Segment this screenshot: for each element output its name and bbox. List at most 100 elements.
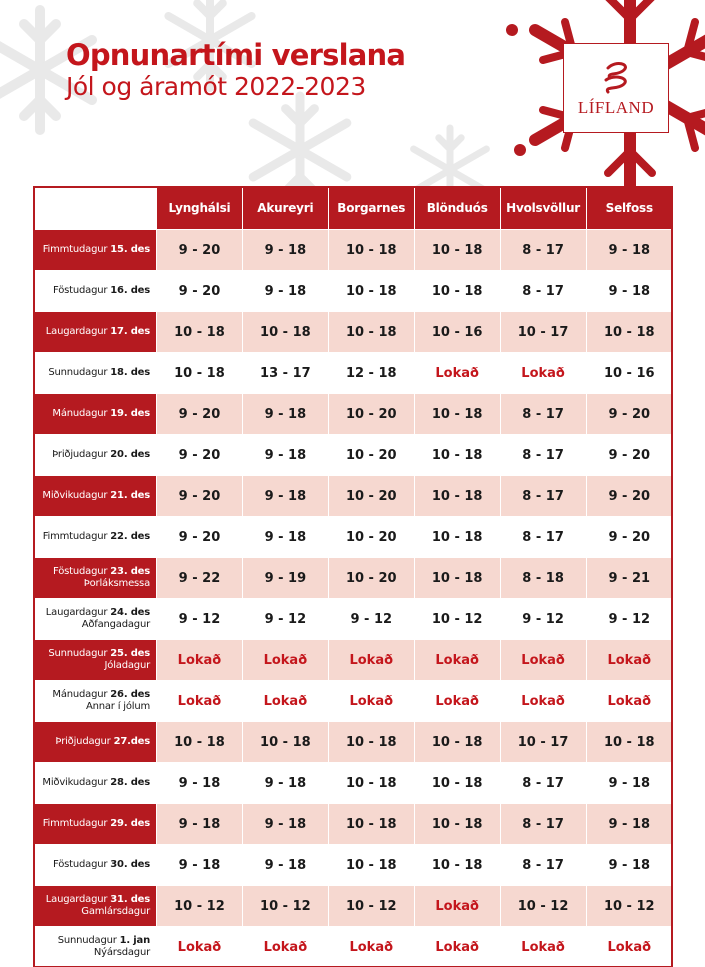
hours-cell: 10 - 12 <box>157 886 243 927</box>
holiday-note: Aðfangadagur <box>35 619 150 631</box>
hours-cell: 10 - 18 <box>328 804 414 845</box>
hours-cell: 10 - 18 <box>414 435 500 476</box>
weekday-label: Fimmtudagur <box>43 244 108 255</box>
date-label: 29. des <box>110 818 150 829</box>
hours-cell: 9 - 18 <box>242 394 328 435</box>
hours-cell: 9 - 18 <box>242 763 328 804</box>
weekday-label: Miðvikudagur <box>42 490 107 501</box>
column-header: Selfoss <box>586 187 672 230</box>
hours-cell: Lokað <box>328 640 414 681</box>
weekday-label: Föstudagur <box>53 859 107 870</box>
weekday-label: Þriðjudagur <box>55 736 110 747</box>
date-label: 27.des <box>114 736 150 747</box>
day-label-cell: Fimmtudagur 29. des <box>35 804 157 845</box>
hours-cell: Lokað <box>500 640 586 681</box>
lifland-swirl-logo-icon <box>598 58 636 96</box>
hours-cell: 10 - 18 <box>157 353 243 394</box>
weekday-label: Laugardagur <box>46 607 108 618</box>
day-label-cell: Þriðjudagur 20. des <box>35 435 157 476</box>
hours-cell: 10 - 18 <box>157 312 243 353</box>
hours-cell: Lokað <box>414 927 500 967</box>
table-corner <box>35 187 157 230</box>
date-label: 26. des <box>110 689 150 700</box>
hours-cell: 13 - 17 <box>242 353 328 394</box>
hours-cell: Lokað <box>500 927 586 967</box>
hours-cell: 10 - 18 <box>414 517 500 558</box>
hours-cell: 10 - 18 <box>414 722 500 763</box>
hours-cell: 10 - 12 <box>500 886 586 927</box>
date-label: 18. des <box>110 367 150 378</box>
hours-cell: Lokað <box>328 927 414 967</box>
hours-cell: Lokað <box>157 640 243 681</box>
date-label: 17. des <box>110 326 150 337</box>
hours-cell: Lokað <box>500 681 586 722</box>
page-subtitle: Jól og áramót 2022-2023 <box>66 72 405 102</box>
hours-cell: Lokað <box>328 681 414 722</box>
hours-cell: 9 - 20 <box>157 394 243 435</box>
day-label-cell: Þriðjudagur 27.des <box>35 722 157 763</box>
hours-cell: 10 - 20 <box>328 517 414 558</box>
holiday-note: Jóladagur <box>35 660 150 672</box>
page-title: Opnunartími verslana <box>66 38 405 72</box>
hours-cell: 8 - 17 <box>500 230 586 271</box>
opening-hours-table: Lynghálsi Akureyri Borgarnes Blönduós Hv… <box>34 187 672 967</box>
day-label-cell: Fimmtudagur 15. des <box>35 230 157 271</box>
weekday-label: Föstudagur <box>53 285 107 296</box>
hours-cell: 9 - 21 <box>586 558 672 599</box>
hours-cell: 8 - 17 <box>500 394 586 435</box>
day-label-cell: Miðvikudagur 21. des <box>35 476 157 517</box>
weekday-label: Laugardagur <box>46 326 108 337</box>
hours-cell: 10 - 18 <box>414 845 500 886</box>
weekday-label: Föstudagur <box>53 566 107 577</box>
weekday-label: Fimmtudagur <box>43 818 108 829</box>
date-label: 16. des <box>110 285 150 296</box>
hours-cell: 10 - 18 <box>586 312 672 353</box>
hours-cell: 9 - 20 <box>586 476 672 517</box>
day-label-cell: Miðvikudagur 28. des <box>35 763 157 804</box>
hours-cell: 10 - 18 <box>414 230 500 271</box>
hours-cell: 9 - 18 <box>157 804 243 845</box>
hours-cell: 9 - 18 <box>157 763 243 804</box>
hours-cell: 9 - 18 <box>242 230 328 271</box>
hours-cell: 10 - 18 <box>414 476 500 517</box>
day-label-cell: Laugardagur 17. des <box>35 312 157 353</box>
hours-cell: 10 - 18 <box>328 722 414 763</box>
day-label-cell: Föstudagur 16. des <box>35 271 157 312</box>
hours-cell: 9 - 18 <box>242 845 328 886</box>
weekday-label: Sunnudagur <box>58 935 117 946</box>
hours-cell: 9 - 12 <box>500 599 586 640</box>
hours-cell: 9 - 20 <box>157 476 243 517</box>
hours-cell: 9 - 18 <box>586 845 672 886</box>
hours-cell: Lokað <box>242 640 328 681</box>
holiday-note: Gamlársdagur <box>35 906 150 918</box>
hours-cell: 10 - 18 <box>328 845 414 886</box>
date-label: 15. des <box>110 244 150 255</box>
hours-cell: Lokað <box>414 353 500 394</box>
day-label-cell: Mánudagur 19. des <box>35 394 157 435</box>
hours-cell: 10 - 12 <box>328 886 414 927</box>
hours-cell: 10 - 18 <box>157 722 243 763</box>
hours-cell: 10 - 18 <box>328 763 414 804</box>
lifland-logo: LÍFLAND <box>563 43 669 133</box>
table-header-row: Lynghálsi Akureyri Borgarnes Blönduós Hv… <box>35 187 673 230</box>
hours-cell: 10 - 17 <box>500 312 586 353</box>
column-header: Lynghálsi <box>157 187 243 230</box>
hours-cell: 10 - 18 <box>242 722 328 763</box>
hours-cell: 10 - 20 <box>328 476 414 517</box>
hours-cell: 10 - 18 <box>414 394 500 435</box>
